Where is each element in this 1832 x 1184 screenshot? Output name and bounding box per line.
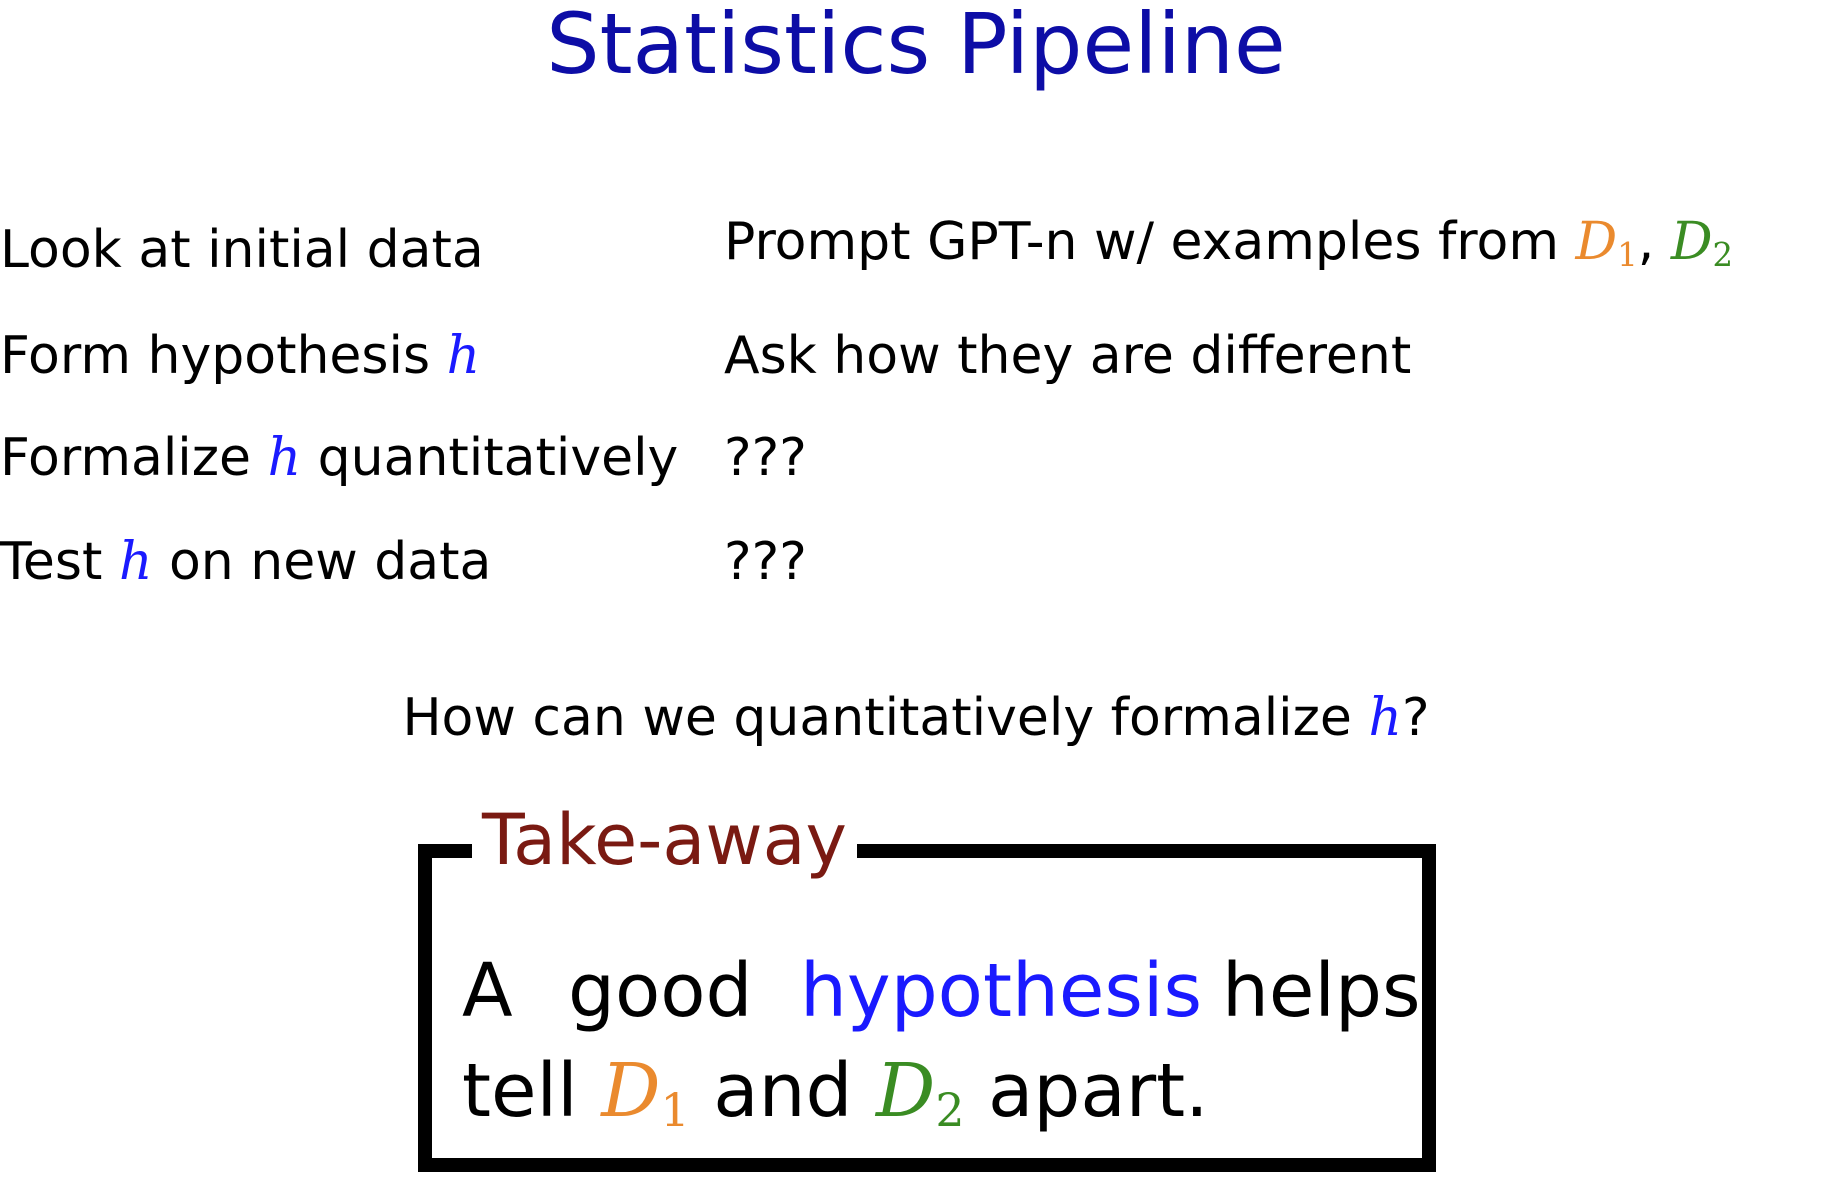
takeaway-word-hypothesis: hypothesis xyxy=(800,948,1203,1034)
pipeline-action: ??? xyxy=(724,532,807,592)
d2-symbol: D2 xyxy=(875,1048,965,1138)
hypothesis-variable: h xyxy=(1368,688,1402,748)
takeaway-word: helps xyxy=(1222,948,1421,1034)
pipeline-step: Look at initial data xyxy=(0,224,484,276)
pipeline-action: Prompt GPT-n w/ examples from D1, D2 xyxy=(724,216,1733,271)
step-text: Formalize xyxy=(0,428,268,488)
step-text-after: on new data xyxy=(152,532,492,592)
hypothesis-variable: h xyxy=(118,532,153,592)
hypothesis-variable: h xyxy=(446,326,481,386)
hypothesis-variable: h xyxy=(267,428,302,488)
question-text: How can we quantitatively formalize h? xyxy=(402,688,1430,748)
action-separator: , xyxy=(1637,212,1671,272)
takeaway-word: good xyxy=(568,948,753,1034)
pipeline-action: Ask how they are different xyxy=(724,326,1412,386)
takeaway-word: A xyxy=(462,948,513,1034)
step-text: Form hypothesis xyxy=(0,326,447,386)
pipeline-step: Formalize h quantitatively xyxy=(0,432,678,484)
pipeline-action: ??? xyxy=(724,428,807,488)
takeaway-line-2: tell D1 and D2 apart. xyxy=(462,1048,1209,1138)
pipeline-step: Test h on new data xyxy=(0,536,491,588)
pipeline-step: Form hypothesis h xyxy=(0,330,480,382)
d2-symbol: D2 xyxy=(1670,212,1734,275)
step-text: Test xyxy=(0,532,119,592)
action-text: Prompt GPT-n w/ examples from xyxy=(724,212,1576,272)
takeaway-title: Take-away xyxy=(472,802,857,879)
step-text-after: quantitatively xyxy=(301,428,679,488)
step-text: Look at initial data xyxy=(0,220,484,280)
d1-symbol: D1 xyxy=(1575,212,1638,275)
d1-symbol: D1 xyxy=(601,1048,690,1138)
slide-title: Statistics Pipeline xyxy=(546,0,1286,93)
